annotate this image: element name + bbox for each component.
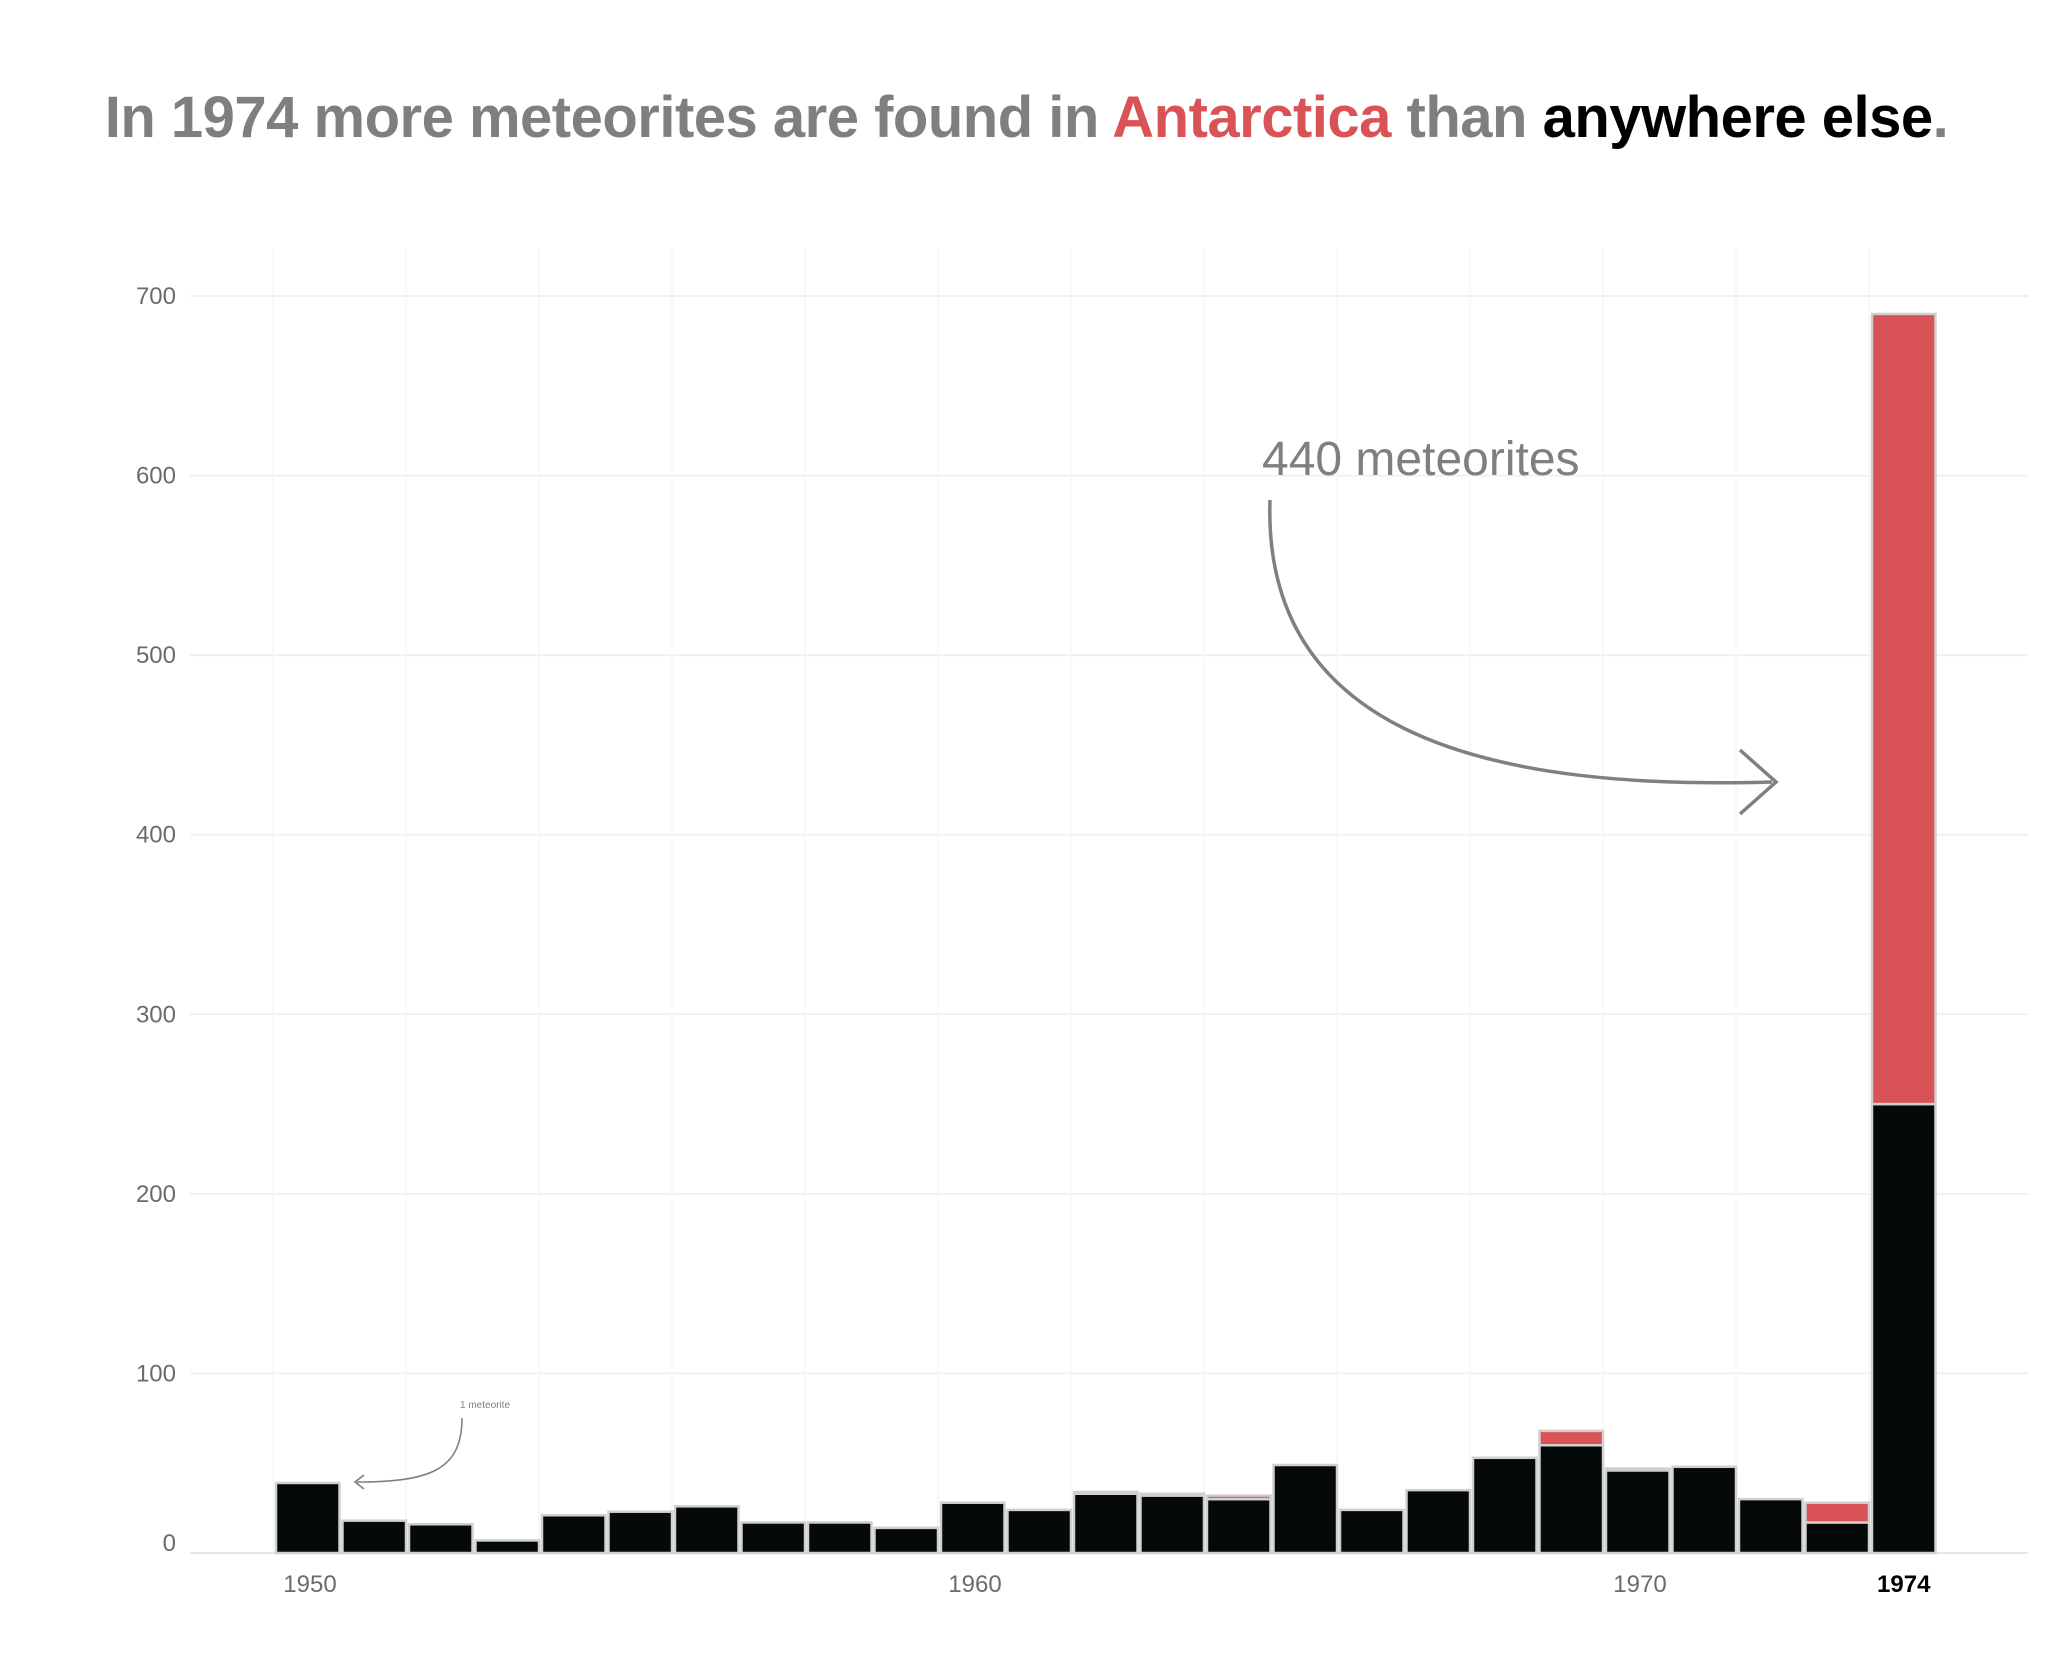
bar-elsewhere-1957 [740, 1521, 807, 1555]
annotations: 440 meteorites 1 meteorite [353, 433, 1779, 1490]
bars [274, 312, 1937, 1555]
bar-elsewhere-1966 [1338, 1508, 1405, 1555]
x-tick-label: 1974 [1877, 1571, 1931, 1598]
bar-elsewhere-1964 [1205, 1497, 1272, 1555]
bar-elsewhere-1952 [407, 1523, 474, 1555]
bar-elsewhere-1950 [274, 1481, 341, 1555]
bar-elsewhere-1971 [1671, 1465, 1738, 1555]
bar-elsewhere-1962 [1072, 1492, 1139, 1555]
big-annotation-arrow [1268, 499, 1773, 785]
bar-elsewhere-1968 [1471, 1456, 1538, 1555]
bar-antarctica-1973 [1804, 1501, 1871, 1524]
annotation-1: 1 meteorite [460, 1400, 510, 1411]
x-axis-ticks: 1950 1960 1970 1974 [283, 1571, 1931, 1598]
x-tick-label: 1950 [283, 1571, 336, 1598]
bar-elsewhere-1956 [673, 1505, 740, 1555]
y-tick-label: 200 [136, 1181, 176, 1208]
small-annotation-arrow [356, 1417, 463, 1483]
grid [190, 248, 2028, 1554]
bar-elsewhere-1951 [341, 1519, 408, 1555]
bar-elsewhere-1954 [540, 1514, 607, 1555]
y-tick-label: 400 [136, 822, 176, 849]
bar-elsewhere-1963 [1139, 1494, 1206, 1555]
x-tick-label: 1970 [1613, 1571, 1666, 1598]
bar-elsewhere-1965 [1272, 1463, 1339, 1555]
bar-elsewhere-1953 [474, 1539, 541, 1555]
x-tick-label: 1960 [948, 1571, 1001, 1598]
bar-elsewhere-1970 [1604, 1469, 1671, 1555]
bar-elsewhere-1969 [1538, 1444, 1605, 1555]
bar-elsewhere-1961 [1006, 1508, 1073, 1555]
bar-elsewhere-1972 [1737, 1497, 1804, 1555]
annotation-440: 440 meteorites [1262, 433, 1580, 486]
bar-elsewhere-1973 [1804, 1521, 1871, 1555]
y-tick-label: 700 [136, 283, 176, 310]
bar-antarctica-1963 [1139, 1492, 1206, 1497]
title-part2: than [1390, 85, 1543, 150]
y-tick-label: 100 [136, 1360, 176, 1387]
bar-elsewhere-1960 [939, 1501, 1006, 1555]
y-tick-label: 0 [163, 1530, 176, 1557]
bar-elsewhere-1974 [1870, 1102, 1937, 1555]
chart-title: In 1974 more meteorites are found in Ant… [0, 84, 2053, 151]
bar-elsewhere-1955 [607, 1510, 674, 1555]
bar-antarctica-1970 [1604, 1467, 1671, 1472]
bar-elsewhere-1967 [1405, 1488, 1472, 1555]
small-annotation-arrowhead [353, 1474, 365, 1490]
big-annotation-arrowhead [1738, 748, 1779, 816]
bar-antarctica-1962 [1072, 1490, 1139, 1495]
y-tick-label: 500 [136, 642, 176, 669]
title-part1: In 1974 more meteorites are found in [104, 85, 1113, 150]
bar-elsewhere-1959 [873, 1526, 940, 1555]
y-tick-label: 600 [136, 463, 176, 490]
bar-elsewhere-1958 [806, 1521, 873, 1555]
y-tick-label: 300 [136, 1001, 176, 1028]
bar-antarctica-1964 [1205, 1494, 1272, 1501]
bar-antarctica-1974 [1870, 312, 1937, 1106]
title-period: . [1932, 85, 1949, 150]
title-anywhere: anywhere else [1542, 85, 1934, 150]
title-antarctica: Antarctica [1112, 85, 1391, 150]
y-axis-ticks: 0 100 200 300 400 500 600 700 [136, 283, 176, 1557]
bar-antarctica-1969 [1538, 1429, 1605, 1447]
